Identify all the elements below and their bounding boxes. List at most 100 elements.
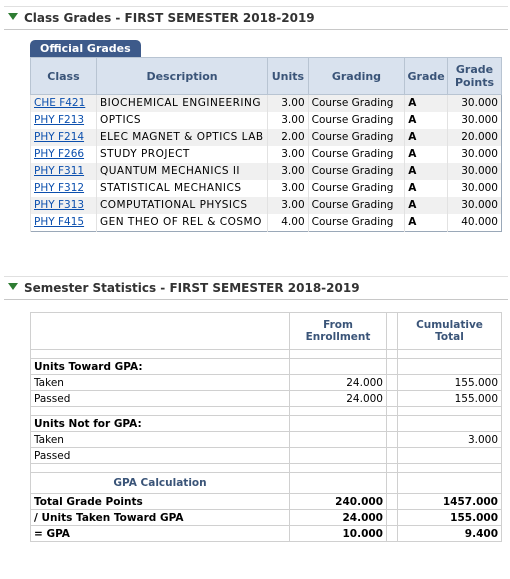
stat-row: Passed: [30, 447, 502, 464]
cumulative: 155.000: [397, 374, 502, 391]
grade-points: 30.000: [446, 197, 502, 214]
label: Passed: [30, 390, 290, 407]
heading: Units Not for GPA:: [30, 415, 290, 432]
column-header: Units: [267, 57, 309, 95]
cell: PHY F311: [30, 163, 97, 180]
column-header: [30, 312, 290, 350]
stat-row: Taken 3.000: [30, 431, 502, 448]
grade-row: PHY F214 ELEC MAGNET & OPTICS LAB 2.00 Cour…: [30, 129, 502, 146]
grade-row: PHY F213 OPTICS 3.00 Course Grading A 30.000: [30, 112, 502, 129]
cell: PHY F415: [30, 214, 97, 232]
grade-points: 30.000: [446, 94, 502, 112]
cell: CHE F421: [30, 94, 97, 112]
label: Total Grade Points: [30, 493, 290, 510]
stat-row: Taken 24.000 155.000: [30, 374, 502, 391]
grade: A: [404, 94, 448, 112]
column-header: From Enrollment: [289, 312, 387, 350]
cell: [30, 463, 290, 473]
from-enrollment: [289, 447, 387, 464]
grade-row: PHY F311 QUANTUM MECHANICS II 3.00 Course G…: [30, 163, 502, 180]
label: Taken: [30, 374, 290, 391]
class-link[interactable]: PHY F266: [34, 148, 85, 160]
stat-row: Total Grade Points 240.000 1457.000: [30, 493, 502, 510]
grade: A: [404, 180, 448, 197]
cell: [289, 358, 387, 375]
cell: [386, 406, 398, 416]
grading: Course Grading: [307, 197, 405, 214]
grade-points: 20.000: [446, 129, 502, 146]
stat-row: Passed 24.000 155.000: [30, 390, 502, 407]
cell: [289, 472, 387, 494]
class-link[interactable]: PHY F311: [34, 165, 85, 177]
section-title: Semester Statistics - FIRST SEMESTER 201…: [24, 281, 360, 295]
description: OPTICS: [95, 112, 268, 129]
grading: Course Grading: [307, 94, 405, 112]
cell: [397, 406, 502, 416]
cell: PHY F266: [30, 146, 97, 163]
class-link[interactable]: PHY F312: [34, 182, 85, 194]
grade-row: PHY F313 COMPUTATIONAL PHYSICS 3.00 Course …: [30, 197, 502, 214]
class-link[interactable]: PHY F214: [34, 131, 85, 143]
cell: PHY F214: [30, 129, 97, 146]
grading: Course Grading: [307, 112, 405, 129]
grading: Course Grading: [307, 163, 405, 180]
units: 3.00: [267, 180, 309, 197]
class-link[interactable]: PHY F313: [34, 199, 85, 211]
class-link[interactable]: PHY F415: [34, 216, 85, 228]
class-link[interactable]: PHY F213: [34, 114, 85, 126]
grade-row: PHY F312 STATISTICAL MECHANICS 3.00 Course …: [30, 180, 502, 197]
from-enrollment: [289, 431, 387, 448]
cell: [386, 374, 398, 391]
description: STUDY PROJECT: [95, 146, 268, 163]
units: 3.00: [267, 94, 309, 112]
heading: Units Toward GPA:: [30, 358, 290, 375]
grade-row: PHY F266 STUDY PROJECT 3.00 Course Grading A…: [30, 146, 502, 163]
from-enrollment: 24.000: [289, 509, 387, 526]
expand-toggle[interactable]: [8, 283, 18, 290]
cumulative: [397, 447, 502, 464]
units: 3.00: [267, 197, 309, 214]
section-header: Semester Statistics - FIRST SEMESTER 201…: [4, 276, 508, 300]
cell: [289, 349, 387, 359]
cell: PHY F213: [30, 112, 97, 129]
spacer-row: [30, 463, 502, 473]
stat-row: = GPA 10.000 9.400: [30, 525, 502, 542]
grade: A: [404, 197, 448, 214]
class-link[interactable]: CHE F421: [34, 97, 86, 109]
column-header: Grading: [307, 57, 406, 95]
units: 2.00: [267, 129, 309, 146]
from-enrollment: 24.000: [289, 390, 387, 407]
cell: [397, 358, 502, 375]
units: 3.00: [267, 146, 309, 163]
cell: [30, 349, 290, 359]
tab[interactable]: Official Grades: [30, 40, 141, 57]
column-header: Grade: [404, 57, 448, 95]
spacer-row: [30, 349, 502, 359]
cell: [386, 493, 398, 510]
units: 4.00: [267, 214, 309, 232]
description: BIOCHEMICAL ENGINEERING: [95, 94, 268, 112]
description: GEN THEO OF REL & COSMO: [95, 214, 268, 232]
cell: [30, 406, 290, 416]
cell: [386, 525, 398, 542]
cell: [386, 349, 398, 359]
cell: PHY F312: [30, 180, 97, 197]
grade: A: [404, 146, 448, 163]
heading-row: GPA Calculation: [30, 472, 502, 494]
cell: [386, 509, 398, 526]
cell: [289, 415, 387, 432]
cell: [289, 463, 387, 473]
grading: Course Grading: [307, 129, 405, 146]
label: Taken: [30, 431, 290, 448]
description: COMPUTATIONAL PHYSICS: [95, 197, 268, 214]
from-enrollment: 24.000: [289, 374, 387, 391]
expand-toggle[interactable]: [8, 13, 18, 20]
cumulative: 155.000: [397, 390, 502, 407]
units: 3.00: [267, 163, 309, 180]
cell: [386, 463, 398, 473]
column-header: Class: [30, 57, 97, 95]
cell: [289, 406, 387, 416]
cumulative: 3.000: [397, 431, 502, 448]
grade: A: [404, 129, 448, 146]
from-enrollment: 10.000: [289, 525, 387, 542]
